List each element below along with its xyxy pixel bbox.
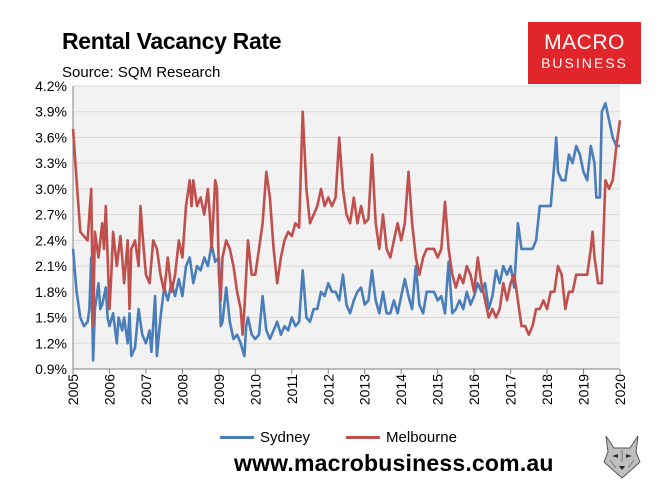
x-tick-label: 2009: [211, 374, 227, 405]
x-tick-label: 2015: [430, 374, 446, 405]
x-tick-label: 2020: [612, 374, 628, 405]
gridlines: [73, 85, 620, 370]
chart-source: Source: SQM Research: [62, 64, 221, 81]
x-tick-label: 2010: [247, 374, 263, 405]
x-tick-label: 2011: [284, 374, 300, 404]
x-tick-label: 2016: [466, 374, 482, 405]
x-tick-label: 2014: [393, 374, 409, 405]
y-tick-label: 0.9%: [35, 361, 67, 377]
macro-business-logo[interactable]: MACRO BUSINESS: [528, 22, 641, 84]
legend-label-sydney: Sydney: [260, 429, 311, 446]
x-tick-label: 2006: [101, 374, 117, 405]
x-tick-label: 2008: [174, 374, 190, 405]
y-tick-label: 1.5%: [35, 310, 67, 326]
y-tick-label: 3.3%: [35, 155, 67, 171]
series-lines: [71, 101, 622, 362]
y-tick-label: 1.8%: [35, 284, 67, 300]
website-url[interactable]: www.macrobusiness.com.au: [234, 450, 554, 476]
y-tick-label: 3.9%: [35, 104, 67, 120]
legend-item-sydney: Sydney: [220, 429, 310, 446]
y-tick-label: 4.2%: [35, 78, 67, 94]
logo-line2: BUSINESS: [541, 55, 628, 71]
legend: Sydney Melbourne: [220, 429, 493, 446]
x-tick-label: 2019: [576, 374, 592, 405]
chart-title: Rental Vacancy Rate: [62, 28, 282, 54]
legend-swatch-melbourne: [346, 436, 381, 439]
y-tick-label: 2.4%: [35, 232, 67, 248]
x-tick-label: 2012: [320, 374, 336, 405]
y-tick-label: 3.0%: [35, 181, 67, 197]
x-tick-labels: 2005 2006 2007 2008 2009 2010 2011 2012 2013 2014…: [65, 374, 628, 405]
y-tick-label: 1.2%: [35, 335, 67, 351]
series-line-sydney: [71, 101, 620, 362]
x-tick-label: 2005: [65, 374, 81, 405]
legend-swatch-sydney: [220, 436, 254, 439]
x-tick-label: 2017: [503, 374, 519, 405]
y-tick-label: 3.6%: [35, 129, 67, 145]
x-tick-label: 2018: [539, 374, 555, 405]
logo-line1: MACRO: [544, 31, 625, 54]
plot-area: [73, 86, 620, 369]
series-line-melbourne: [71, 110, 622, 336]
y-tick-labels: 0.9% 1.2% 1.5% 1.8% 2.1% 2.4% 2.7% 3.0% 3.3% 3.6%…: [35, 78, 67, 377]
legend-item-melbourne: Melbourne: [346, 429, 457, 446]
wolf-icon: [600, 432, 644, 480]
x-tick-label: 2013: [357, 374, 373, 405]
x-tick-label: 2007: [138, 374, 154, 405]
y-tick-label: 2.7%: [35, 207, 67, 223]
legend-label-melbourne: Melbourne: [386, 429, 457, 446]
y-tick-label: 2.1%: [35, 258, 67, 274]
